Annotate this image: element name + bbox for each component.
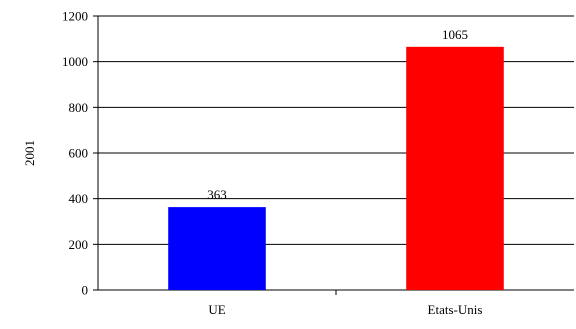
y-tick-label: 400 — [69, 191, 89, 206]
labels: 0 200 400 600 800 1000 1200 363 UE 1065 Etats-Unis — [62, 9, 482, 318]
x-tick-label: UE — [208, 302, 225, 317]
y-tick-label: 600 — [69, 146, 89, 161]
bars — [168, 46, 504, 291]
y-tick-label: 800 — [69, 100, 89, 115]
y-tick-label: 200 — [69, 237, 89, 252]
bar-etats-unis — [406, 46, 504, 291]
data-label: 363 — [207, 187, 227, 202]
x-tick-label: Etats-Unis — [428, 302, 483, 317]
y-tick-label: 1200 — [62, 9, 88, 24]
y-axis-title: 2001 — [22, 140, 37, 166]
bar-ue — [168, 207, 266, 290]
y-tick-label: 0 — [82, 283, 89, 298]
data-label: 1065 — [442, 27, 468, 42]
y-tick-label: 1000 — [62, 54, 88, 69]
